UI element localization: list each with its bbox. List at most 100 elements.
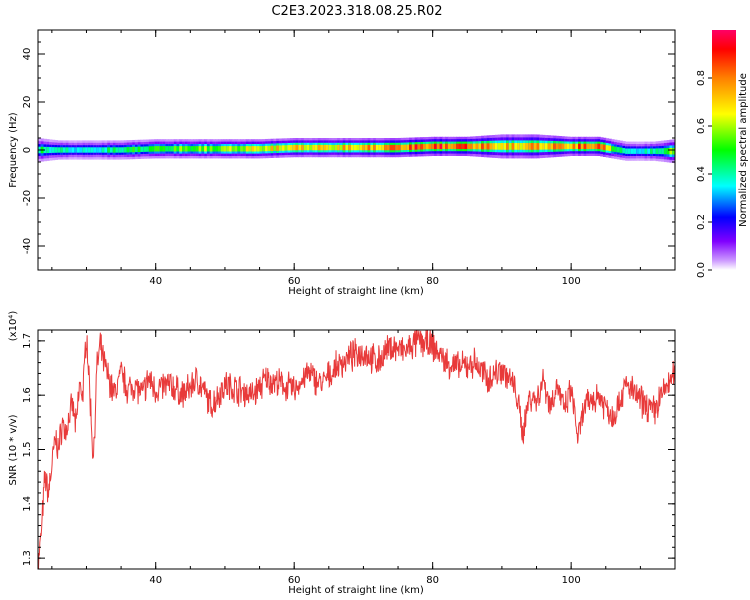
spectrogram-cell	[558, 143, 563, 150]
spectrogram-cell	[148, 146, 153, 152]
spectrogram-cell	[71, 147, 75, 153]
spectrogram-cell	[350, 144, 355, 151]
colorbar-tick-label: 0.8	[696, 70, 707, 86]
snr-multiplier-label: (x10⁴)	[8, 311, 19, 342]
spectrogram-cell	[265, 145, 269, 152]
spectrogram-cell	[431, 143, 435, 150]
spectrogram-cell	[633, 148, 637, 154]
spectrogram-cell	[478, 143, 482, 150]
spectrogram-cell	[306, 144, 311, 151]
spectrogram-cell	[586, 143, 590, 150]
spectrogram-cell	[353, 144, 358, 151]
spectrogram-cell	[312, 144, 316, 151]
spectrogram-cell	[489, 143, 493, 150]
spectrogram-cell	[594, 143, 599, 150]
spectrogram-cell	[389, 144, 394, 151]
spectrogram-cell	[273, 145, 277, 151]
spectrogram-cell	[278, 145, 283, 151]
spectrogram-cell	[625, 148, 629, 154]
spectrogram-cell	[392, 144, 396, 151]
spectrogram-cell	[494, 143, 499, 150]
spectrogram-cell	[464, 143, 468, 150]
y-tick-label: -40	[22, 238, 33, 254]
spectrogram-cell	[503, 143, 507, 150]
spectrogram-cell	[118, 147, 122, 153]
spectrogram-cell	[162, 146, 166, 152]
spectrogram-cell	[639, 148, 643, 154]
spectrogram-cell	[254, 146, 258, 152]
snr-x-axis: 40 60 80 100	[51, 330, 676, 586]
spectrogram-cell	[450, 143, 455, 150]
spectrogram-cell	[173, 146, 178, 152]
x-tick-label: 60	[288, 276, 301, 287]
spectrogram-cell	[157, 146, 161, 152]
spectrogram-cell	[259, 146, 263, 152]
spectrogram-cell	[339, 144, 344, 151]
spectrogram-cell	[218, 146, 222, 152]
spectrogram-cell	[663, 148, 668, 155]
spectrogram-cell	[46, 146, 50, 154]
spectrogram-cell	[201, 146, 205, 152]
spectrogram-cell	[123, 147, 128, 153]
spectrogram-cell	[458, 143, 463, 150]
spectrogram-cell	[417, 144, 421, 150]
spectrogram-cell	[190, 146, 194, 152]
spectrogram-cell	[90, 147, 94, 153]
spectrogram-cell	[112, 147, 117, 153]
spectrogram-cell	[395, 144, 399, 151]
colorbar-gradient	[712, 30, 736, 270]
spectrogram-cell	[154, 146, 158, 152]
spectrogram-cell	[176, 146, 180, 152]
spectrogram-cell	[544, 143, 549, 150]
spectrogram-cell	[409, 144, 413, 150]
spectrogram-cell	[101, 147, 106, 153]
spectrogram-cell	[107, 147, 111, 153]
x-tick-label: 80	[426, 276, 439, 287]
spectrogram-cell	[550, 143, 554, 150]
x-tick-label: 40	[149, 276, 162, 287]
spectrogram-cell	[281, 145, 286, 151]
spectrogram-cell	[411, 144, 416, 150]
y-tick-label: 1.3	[22, 550, 33, 566]
spectrogram-cell	[295, 144, 299, 151]
spectrogram-cell	[370, 144, 374, 151]
spectrogram-cell	[611, 146, 615, 152]
spectrogram-cell	[403, 144, 407, 151]
spectrogram-cell	[179, 146, 183, 152]
spectrogram-cell	[359, 144, 363, 151]
spectrogram-cell	[378, 144, 383, 151]
spectrogram-cell	[337, 144, 341, 151]
spectrogram-cell	[68, 147, 72, 153]
spectrogram-cell	[442, 143, 446, 150]
spectrogram-cell	[481, 143, 485, 150]
spectrogram-cell	[240, 146, 244, 152]
spectrogram-cell	[143, 146, 147, 152]
spectrogram-cell	[234, 146, 239, 152]
spectrogram-cell	[43, 146, 47, 154]
spectrogram-cell	[566, 143, 571, 150]
spectrogram-cell	[630, 148, 635, 154]
spectrogram-cell	[328, 144, 333, 151]
y-tick-label: 20	[22, 96, 33, 109]
spectrogram-cell	[226, 146, 230, 152]
spectrogram-cell	[168, 146, 172, 152]
spectrogram-cell	[447, 143, 452, 150]
spectrogram-cell	[398, 144, 402, 151]
spectrogram-cell	[422, 144, 427, 150]
spectrogram-cell	[506, 143, 510, 150]
x-tick-label: 100	[562, 276, 581, 287]
spectrogram-cell	[65, 147, 70, 153]
spectrogram-cell	[317, 144, 322, 151]
spectrogram-cell	[187, 146, 191, 152]
spectrogram-cell	[375, 144, 380, 151]
spectrogram-cell	[525, 143, 529, 150]
spectrogram-cell	[619, 147, 623, 153]
spectrogram-cell	[96, 147, 100, 153]
spectrogram-cell	[666, 148, 671, 155]
spectrogram-cell	[303, 144, 308, 151]
spectrogram-cell	[578, 143, 582, 150]
spectrogram-cell	[292, 144, 297, 151]
colorbar-tick-label: 0.0	[696, 262, 707, 278]
x-tick-label: 60	[288, 575, 301, 586]
spectrogram-cell	[115, 147, 119, 153]
